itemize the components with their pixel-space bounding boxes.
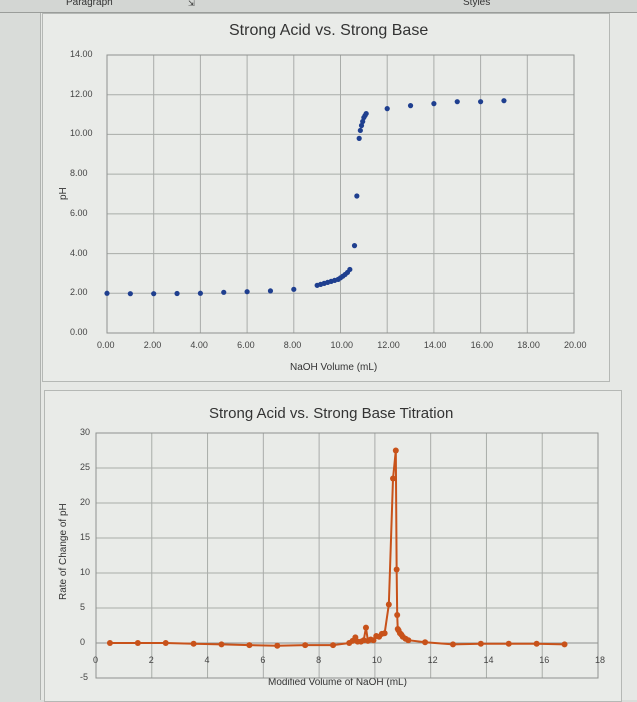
- y-tick-label: 10.00: [70, 128, 93, 139]
- data-point: [385, 601, 392, 608]
- x-tick-label: 10: [371, 655, 382, 665]
- data-point: [221, 289, 227, 295]
- data-point: [561, 641, 568, 648]
- data-point: [134, 640, 141, 646]
- x-tick-label: 2: [148, 655, 154, 665]
- x-tick-label: 10.00: [330, 340, 354, 350]
- y-tick-label: 0: [80, 637, 86, 647]
- x-tick-label: 16.00: [470, 340, 494, 350]
- y-tick-label: 4.00: [70, 247, 88, 258]
- paragraph-group-label: Paragraph: [66, 0, 113, 8]
- data-point: [454, 99, 460, 105]
- data-point: [274, 642, 281, 649]
- data-point: [197, 290, 203, 296]
- x-tick-label: 6.00: [237, 340, 255, 350]
- data-point: [392, 447, 399, 454]
- dialog-launcher-icon[interactable]: ⇲: [188, 0, 195, 8]
- y-tick-label: 6.00: [70, 207, 88, 218]
- data-point: [104, 290, 110, 296]
- chart-rate-of-change[interactable]: Strong Acid vs. Strong Base Titration: [44, 390, 622, 702]
- x-tick-label: 6: [260, 655, 266, 665]
- data-point: [407, 103, 414, 109]
- x-tick-label: 2.00: [143, 340, 162, 350]
- x-tick-label: 12: [427, 655, 438, 665]
- y-tick-label: 8.00: [70, 168, 88, 179]
- data-point: [533, 640, 540, 647]
- data-point: [362, 624, 369, 631]
- x-axis-label: NaOH Volume (mL): [290, 362, 378, 373]
- styles-group-label: Styles: [463, 0, 491, 8]
- data-point: [174, 290, 180, 297]
- chart-title: Strong Acid vs. Strong Base: [229, 22, 429, 39]
- y-tick-label: 2.00: [70, 287, 88, 298]
- data-point: [358, 122, 365, 129]
- data-point: [422, 639, 429, 646]
- data-point: [162, 640, 169, 646]
- x-tick-label: 8.00: [283, 340, 302, 350]
- data-point: [431, 101, 437, 107]
- data-point: [405, 637, 412, 644]
- data-point: [106, 640, 113, 646]
- x-tick-label: 14.00: [423, 340, 447, 350]
- data-point: [218, 641, 225, 648]
- data-point: [151, 291, 157, 297]
- x-tick-label: 18: [595, 655, 606, 665]
- data-point: [384, 106, 390, 112]
- x-tick-label: 12.00: [377, 340, 400, 350]
- y-tick-label: 14.00: [70, 49, 93, 59]
- data-point: [357, 127, 363, 134]
- data-point: [190, 640, 197, 647]
- data-point: [360, 118, 366, 125]
- x-tick-label: 14: [483, 655, 494, 665]
- x-tick-label: 4: [204, 655, 210, 665]
- y-tick-label: 30: [80, 427, 91, 437]
- y-tick-label: 25: [80, 462, 91, 472]
- y-tick-label: 0.00: [70, 327, 88, 337]
- data-point: [244, 289, 250, 295]
- data-point: [477, 640, 484, 647]
- data-point: [267, 288, 274, 294]
- data-point: [394, 612, 401, 618]
- x-tick-label: 16: [539, 655, 550, 665]
- data-point: [347, 266, 353, 273]
- data-point: [354, 193, 360, 199]
- x-axis-label: Modified Volume of NaOH (mL): [268, 677, 407, 688]
- y-tick-label: 5: [80, 602, 86, 612]
- y-tick-label: 15: [80, 532, 91, 542]
- y-tick-label: 20: [80, 497, 91, 507]
- data-point: [127, 291, 133, 297]
- data-point: [501, 98, 507, 104]
- data-point: [381, 630, 388, 637]
- data-point: [351, 243, 358, 249]
- x-tick-label: 0: [93, 655, 99, 665]
- x-tick-label: 0.00: [97, 340, 115, 350]
- data-point: [356, 135, 362, 141]
- x-tick-label: 4.00: [190, 340, 208, 350]
- data-point: [505, 640, 512, 647]
- data-point: [291, 286, 297, 292]
- data-point: [390, 475, 397, 482]
- data-point: [246, 642, 253, 649]
- data-point: [393, 566, 400, 573]
- data-point: [363, 110, 369, 117]
- y-tick-label: 12.00: [70, 88, 93, 99]
- data-point: [302, 642, 309, 649]
- x-tick-label: 20.00: [564, 340, 587, 350]
- chart-ph-curve[interactable]: Strong Acid vs. Strong Base: [42, 13, 610, 382]
- data-point: [449, 641, 456, 648]
- ribbon-bar: Paragraph ⇲ Styles: [0, 0, 637, 13]
- y-tick-label: -5: [80, 672, 89, 682]
- chart-title: Strong Acid vs. Strong Base Titration: [209, 405, 454, 422]
- data-point: [478, 99, 484, 105]
- x-tick-label: 8: [316, 655, 322, 665]
- data-point: [330, 642, 337, 649]
- x-tick-label: 18.00: [517, 340, 540, 350]
- y-tick-label: 10: [80, 567, 91, 577]
